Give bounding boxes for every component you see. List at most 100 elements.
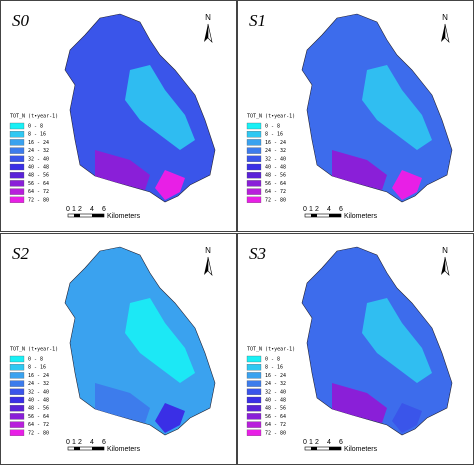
north-label: N [205,246,211,255]
legend-label: 72 - 80 [265,197,286,203]
legend-label: 16 - 24 [28,140,49,146]
legend-swatch [9,131,25,138]
legend-swatch [246,421,262,428]
legend-swatch [246,355,262,363]
scale-tick-label: 2 [78,206,82,213]
legend-label: 0 - 8 [265,357,280,363]
legend-label: 56 - 64 [28,414,49,420]
legend-title: TOT_N (t•year-1) [10,347,58,353]
legend-swatch [246,172,262,179]
legend-label: 0 - 8 [265,124,280,130]
scale-tick-label: 2 [315,206,319,213]
panel-label: S2 [12,244,30,263]
legend-swatch [246,131,262,138]
region-zone [362,65,432,150]
north-arrow [444,256,450,276]
legend-swatch [9,421,25,428]
legend-label: 48 - 56 [28,173,49,179]
legend-swatch [246,155,262,162]
legend-swatch [9,372,25,379]
scale-unit: Kilometers [344,446,378,453]
legend-label: 8 - 16 [265,132,283,138]
legend-swatch [9,147,25,154]
legend-label: 0 - 8 [28,357,43,363]
legend-swatch [9,188,25,195]
legend-label: 24 - 32 [265,381,286,387]
scale-tick-label: 1 [72,439,76,446]
legend-swatch [246,388,262,395]
legend-label: 32 - 40 [265,156,286,162]
scale-tick-label: 0 [303,206,307,213]
legend-label: 0 - 8 [28,124,43,130]
legend-title: TOT_N (t•year-1) [10,114,58,120]
legend-swatch [9,396,25,404]
scale-tick-label: 1 [72,206,76,213]
legend-swatch [9,405,25,412]
legend-swatch [9,196,25,203]
scale-tick-label: 4 [327,439,331,446]
north-arrow [207,23,213,43]
scale-unit: Kilometers [344,213,378,220]
legend-swatch [9,180,25,187]
legend-label: 16 - 24 [265,373,286,379]
legend-swatch [246,122,262,130]
legend-label: 40 - 48 [265,398,286,404]
legend-label: 64 - 72 [265,189,286,195]
legend-label: 72 - 80 [28,197,49,203]
legend-swatch [9,163,25,171]
panel: S0 N TOT_N (t•year-1) 0 - 8 8 - 16 16 - 24 24 … [0,0,237,232]
legend-swatch [246,196,262,203]
legend-swatch [246,405,262,412]
scale-tick-label: 0 [66,206,70,213]
legend-swatch [246,364,262,371]
legend-swatch [246,372,262,379]
scale-bar [311,214,317,217]
legend-title: TOT_N (t•year-1) [247,114,295,120]
legend-label: 72 - 80 [28,430,49,436]
scale-bar [92,447,104,450]
legend-swatch [9,388,25,395]
region-zone [95,383,150,423]
legend-label: 64 - 72 [28,422,49,428]
scale-tick-label: 0 [66,439,70,446]
scale-tick-label: 0 [303,439,307,446]
region-zone [332,150,387,190]
region-zone [362,298,432,383]
panel: S2 N TOT_N (t•year-1) 0 - 8 8 - 16 16 - 24 24 … [0,233,237,465]
legend-label: 24 - 32 [28,381,49,387]
north-arrow [204,24,208,42]
legend-label: 56 - 64 [265,414,286,420]
legend-label: 16 - 24 [28,373,49,379]
region-zone [332,383,387,423]
legend-swatch [9,355,25,363]
scale-unit: Kilometers [107,213,141,220]
legend-swatch [9,139,25,146]
legend-swatch [246,180,262,187]
scale-bar [74,447,80,450]
legend-label: 56 - 64 [28,181,49,187]
scale-tick-label: 1 [309,439,313,446]
legend-swatch [246,147,262,154]
legend-label: 48 - 56 [28,406,49,412]
scale-unit: Kilometers [107,446,141,453]
north-arrow [444,23,450,43]
legend-label: 8 - 16 [265,365,283,371]
scale-tick-label: 2 [78,439,82,446]
region-zone [392,170,422,200]
north-arrow [441,257,445,275]
scale-tick-label: 6 [102,206,106,213]
legend-label: 40 - 48 [265,165,286,171]
legend-label: 48 - 56 [265,173,286,179]
scale-bar [329,214,341,217]
legend-swatch [9,380,25,387]
panel-label: S1 [249,11,266,30]
legend-label: 48 - 56 [265,406,286,412]
panel-label: S0 [12,11,30,30]
legend-label: 32 - 40 [28,389,49,395]
legend-label: 40 - 48 [28,398,49,404]
legend-label: 8 - 16 [28,365,46,371]
scale-tick-label: 6 [102,439,106,446]
legend-swatch [9,172,25,179]
